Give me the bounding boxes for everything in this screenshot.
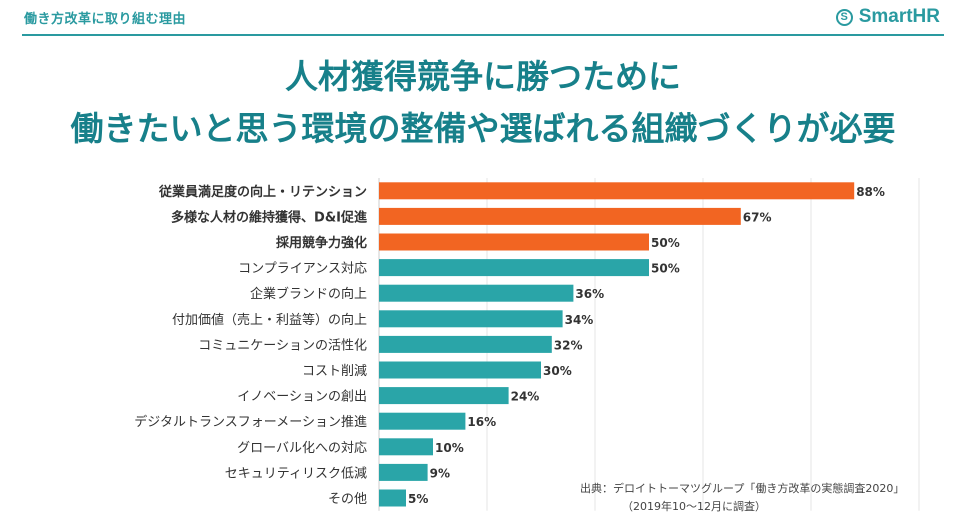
value-label: 50% bbox=[651, 262, 680, 276]
value-label: 10% bbox=[435, 441, 464, 455]
category-label: グローバル化への対応 bbox=[237, 441, 367, 456]
bar bbox=[379, 489, 406, 507]
category-label: 採用競争力強化 bbox=[276, 235, 367, 251]
value-label: 32% bbox=[554, 338, 583, 352]
value-label: 24% bbox=[511, 390, 540, 404]
bar bbox=[379, 438, 433, 456]
category-label: 企業ブランドの向上 bbox=[250, 286, 367, 302]
category-label: 従業員満足度の向上・リテンション bbox=[158, 184, 367, 200]
value-label: 30% bbox=[543, 364, 572, 378]
source-line-2: （2019年10〜12月に調査） bbox=[622, 500, 766, 513]
bar bbox=[379, 259, 649, 277]
bar bbox=[379, 463, 428, 481]
bar bbox=[379, 182, 855, 200]
category-label: セキュリティリスク低減 bbox=[225, 465, 367, 481]
category-label: コンプライアンス対応 bbox=[238, 262, 367, 277]
value-label: 88% bbox=[856, 185, 885, 199]
logo-text: SmartHR bbox=[858, 6, 940, 27]
value-label: 16% bbox=[467, 415, 496, 429]
source-line-1: 出典：デロイトトーマツグループ「働き方改革の実態調査2020」 bbox=[580, 482, 905, 495]
smarthr-logo-icon: S bbox=[835, 8, 853, 26]
bar bbox=[379, 310, 563, 328]
value-label: 9% bbox=[430, 466, 450, 480]
value-label: 34% bbox=[565, 313, 594, 327]
title-line-1: 人材獲得競争に勝つために bbox=[285, 57, 681, 96]
value-label: 50% bbox=[651, 236, 680, 250]
value-label: 67% bbox=[743, 210, 772, 224]
smarthr-logo: S SmartHR bbox=[835, 6, 940, 28]
category-label: イノベーションの創出 bbox=[237, 390, 367, 405]
bar bbox=[379, 233, 649, 251]
bar bbox=[379, 284, 574, 302]
bar bbox=[379, 207, 741, 225]
title-line-2: 働きたいと思う環境の整備や選ばれる組織づくりが必要 bbox=[70, 109, 896, 148]
value-label: 36% bbox=[575, 287, 604, 301]
category-label: コスト削減 bbox=[302, 363, 367, 379]
bar bbox=[379, 412, 466, 430]
value-label: 5% bbox=[408, 492, 428, 506]
category-label: デジタルトランスフォーメーション推進 bbox=[134, 414, 367, 430]
category-label: 付加価値（売上・利益等）の向上 bbox=[172, 312, 367, 328]
source-note: 出典：デロイトトーマツグループ「働き方改革の実態調査2020」 （2019年10… bbox=[580, 480, 904, 516]
bar bbox=[379, 335, 552, 353]
bar bbox=[379, 361, 541, 379]
section-label: 働き方改革に取り組む理由 bbox=[24, 12, 187, 27]
category-label: コミュニケーションの活性化 bbox=[198, 338, 367, 353]
header-rule bbox=[22, 34, 944, 36]
category-label: その他 bbox=[328, 492, 367, 507]
bar bbox=[379, 387, 509, 405]
category-label: 多様な人材の維持獲得、D&I促進 bbox=[171, 209, 367, 225]
